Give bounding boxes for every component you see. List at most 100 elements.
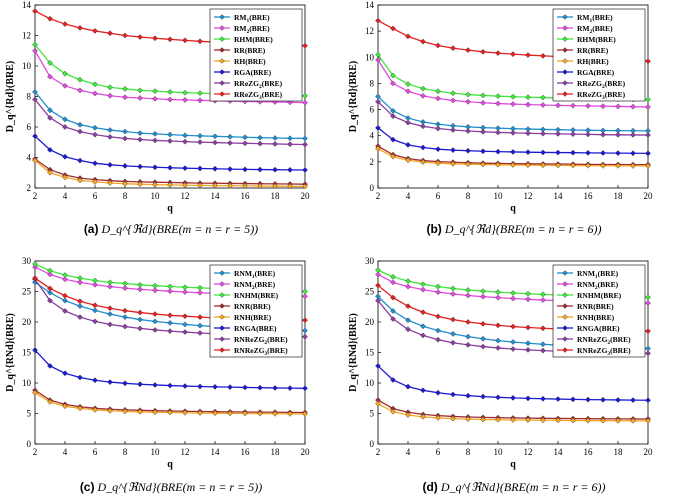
data-point: [122, 380, 128, 387]
data-point: [212, 383, 218, 390]
data-point: [540, 149, 546, 156]
legend-label: RGA(BRE): [577, 68, 615, 77]
data-point: [152, 382, 158, 388]
legend-marker: [562, 347, 568, 353]
legend-label: RNHM(BRE): [577, 291, 622, 300]
data-point: [405, 278, 411, 285]
data-point: [182, 321, 188, 328]
data-point: [107, 283, 113, 290]
data-point: [227, 133, 233, 140]
data-point: [152, 137, 158, 144]
data-point: [510, 93, 516, 100]
caption-label: (d): [422, 480, 438, 494]
data-point: [450, 291, 456, 297]
data-point: [302, 327, 308, 334]
data-point: [480, 288, 486, 295]
data-point: [32, 261, 38, 267]
x-tick-label: 2: [33, 191, 38, 201]
data-point: [167, 164, 173, 171]
data-point: [212, 410, 218, 417]
data-point: [32, 133, 38, 140]
x-tick-label: 18: [614, 191, 624, 201]
legend-marker: [219, 91, 225, 97]
x-tick-label: 20: [301, 191, 311, 201]
data-point: [137, 281, 143, 288]
data-point: [630, 132, 636, 138]
data-point: [92, 131, 98, 138]
data-point: [257, 166, 263, 173]
data-point: [302, 42, 308, 49]
data-point: [435, 146, 441, 153]
data-point: [510, 295, 516, 302]
data-point: [420, 413, 426, 420]
data-point: [465, 392, 471, 399]
data-point: [197, 314, 203, 321]
data-point: [257, 410, 263, 417]
data-point: [92, 281, 98, 288]
data-point: [32, 41, 38, 48]
data-point: [77, 298, 83, 305]
data-point: [77, 87, 83, 94]
data-point: [405, 383, 411, 390]
data-point: [302, 288, 308, 295]
x-tick-label: 8: [123, 447, 128, 457]
caption-label: (b): [426, 222, 442, 236]
data-point: [420, 159, 426, 166]
data-point: [420, 387, 426, 394]
data-point: [420, 123, 426, 130]
data-point: [32, 389, 38, 396]
x-tick-label: 8: [466, 447, 471, 457]
data-point: [435, 95, 441, 102]
data-point: [77, 24, 83, 31]
data-point: [390, 273, 396, 280]
legend-marker: [219, 270, 225, 276]
data-point: [137, 34, 143, 40]
legend-label: RM1(BRE): [577, 13, 613, 24]
legend-label: RNR(BRE): [577, 302, 614, 311]
data-point: [420, 323, 426, 330]
legend-label: RNReZG3(BRE): [577, 346, 631, 357]
data-point: [480, 343, 486, 350]
y-tick-label: 10: [22, 61, 32, 71]
data-point: [182, 96, 188, 103]
data-point: [47, 15, 53, 22]
chart-panel-a: 2 4 6 8 10 12 14 16 18 20 2 4 6 8 10 12 14 q D_q^{Rd}(BRE)…: [0, 0, 342, 220]
data-point: [420, 286, 426, 293]
x-tick-label: 16: [584, 447, 594, 457]
data-point: [242, 410, 248, 417]
x-tick-label: 16: [241, 191, 251, 201]
data-point: [62, 292, 68, 299]
data-point: [375, 282, 381, 289]
data-point: [615, 131, 621, 138]
legend-marker: [562, 292, 568, 298]
data-point: [630, 397, 636, 404]
legend-marker: [219, 25, 225, 31]
data-point: [540, 291, 546, 298]
data-point: [167, 138, 173, 144]
data-point: [495, 161, 501, 168]
data-point: [272, 141, 278, 147]
data-point: [480, 416, 486, 423]
x-axis-label: q: [510, 459, 516, 470]
data-point: [152, 88, 158, 95]
caption-math: D_q^{ℜNd}(BRE(m = n = r = 6)): [440, 480, 606, 494]
data-point: [122, 135, 128, 142]
data-point: [480, 99, 486, 106]
data-point: [182, 182, 188, 189]
data-point: [197, 330, 203, 336]
data-point: [570, 417, 576, 424]
data-point: [405, 283, 411, 290]
x-axis-label: q: [167, 203, 173, 214]
legend-marker: [219, 69, 225, 75]
series-RGA: [375, 363, 651, 404]
data-point: [197, 322, 203, 329]
data-point: [137, 309, 143, 316]
data-point: [92, 90, 98, 97]
x-tick-label: 14: [211, 191, 221, 201]
data-point: [32, 96, 38, 103]
legend-marker: [562, 303, 568, 309]
x-tick-label: 20: [301, 447, 311, 457]
data-point: [122, 180, 128, 187]
data-point: [197, 410, 203, 416]
data-point: [435, 88, 441, 95]
